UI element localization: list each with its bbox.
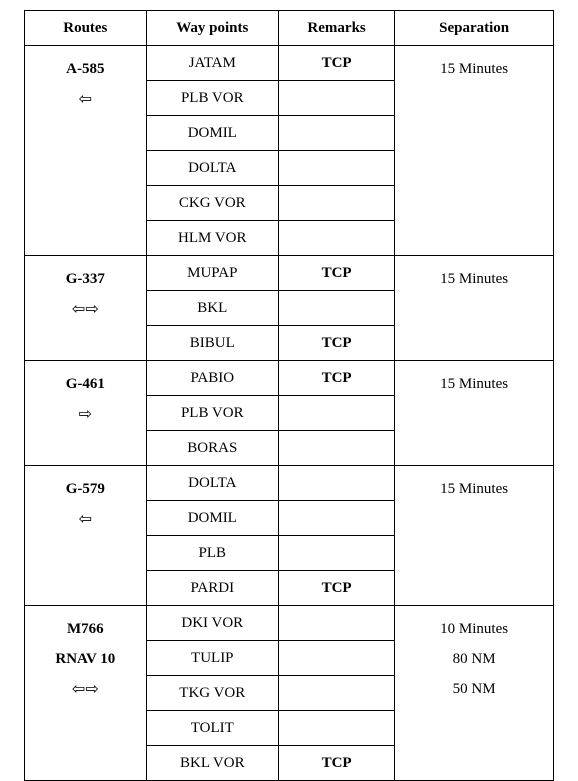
remarks-cell	[278, 501, 394, 536]
waypoint-cell: HLM VOR	[146, 221, 278, 256]
route-cell: A-585⇦	[25, 46, 147, 256]
route-name: RNAV 10	[29, 644, 142, 674]
remarks-cell: TCP	[278, 256, 394, 291]
remarks-cell	[278, 151, 394, 186]
remarks-cell	[278, 431, 394, 466]
waypoint-cell: BKL	[146, 291, 278, 326]
remarks-cell: TCP	[278, 326, 394, 361]
remarks-cell	[278, 396, 394, 431]
separation-line: 80 NM	[399, 644, 549, 674]
remarks-cell	[278, 536, 394, 571]
waypoint-cell: DKI VOR	[146, 606, 278, 641]
table-row: G-579⇦DOLTA 15 Minutes	[25, 466, 554, 501]
table-row: A-585⇦JATAMTCP15 Minutes	[25, 46, 554, 81]
header-separation: Separation	[395, 11, 554, 46]
remarks-cell	[278, 116, 394, 151]
remarks-cell	[278, 676, 394, 711]
route-name: A-585	[29, 54, 142, 84]
waypoint-cell: PLB VOR	[146, 81, 278, 116]
route-name: G-461	[29, 369, 142, 399]
route-name: G-337	[29, 264, 142, 294]
separation-cell: 15 Minutes	[395, 256, 554, 361]
waypoint-cell: BIBUL	[146, 326, 278, 361]
waypoint-cell: DOLTA	[146, 151, 278, 186]
remarks-cell	[278, 641, 394, 676]
header-routes: Routes	[25, 11, 147, 46]
route-name: M766	[29, 614, 142, 644]
separation-cell: 15 Minutes	[395, 466, 554, 606]
waypoint-cell: TKG VOR	[146, 676, 278, 711]
waypoint-cell: PLB VOR	[146, 396, 278, 431]
separation-line: 50 NM	[399, 674, 549, 704]
table-row: G-337⇦⇨MUPAPTCP15 Minutes	[25, 256, 554, 291]
waypoint-cell: PARDI	[146, 571, 278, 606]
waypoint-cell: JATAM	[146, 46, 278, 81]
header-row: Routes Way points Remarks Separation	[25, 11, 554, 46]
remarks-cell	[278, 186, 394, 221]
waypoint-cell: PLB	[146, 536, 278, 571]
route-direction: ⇦	[29, 504, 142, 536]
waypoint-cell: BKL VOR	[146, 746, 278, 781]
remarks-cell	[278, 606, 394, 641]
remarks-cell	[278, 291, 394, 326]
route-name: G-579	[29, 474, 142, 504]
route-direction: ⇨	[29, 399, 142, 431]
waypoint-cell: DOMIL	[146, 501, 278, 536]
remarks-cell	[278, 221, 394, 256]
route-cell: G-461⇨	[25, 361, 147, 466]
remarks-cell: TCP	[278, 361, 394, 396]
waypoint-cell: CKG VOR	[146, 186, 278, 221]
waypoint-cell: BORAS	[146, 431, 278, 466]
separation-line: 10 Minutes	[399, 614, 549, 644]
separation-cell: 10 Minutes80 NM50 NM	[395, 606, 554, 781]
route-direction: ⇦⇨	[29, 294, 142, 326]
remarks-cell: TCP	[278, 571, 394, 606]
header-remarks: Remarks	[278, 11, 394, 46]
header-waypoints: Way points	[146, 11, 278, 46]
remarks-cell: TCP	[278, 46, 394, 81]
table-row: G-461⇨PABIOTCP15 Minutes	[25, 361, 554, 396]
waypoint-cell: TULIP	[146, 641, 278, 676]
table-row: M766RNAV 10⇦⇨DKI VOR 10 Minutes80 NM50 N…	[25, 606, 554, 641]
waypoint-cell: DOLTA	[146, 466, 278, 501]
separation-cell: 15 Minutes	[395, 361, 554, 466]
waypoint-cell: MUPAP	[146, 256, 278, 291]
route-cell: G-579⇦	[25, 466, 147, 606]
waypoint-cell: PABIO	[146, 361, 278, 396]
routes-table: Routes Way points Remarks Separation A-5…	[24, 10, 554, 781]
separation-cell: 15 Minutes	[395, 46, 554, 256]
remarks-cell	[278, 466, 394, 501]
route-direction: ⇦	[29, 84, 142, 116]
remarks-cell	[278, 711, 394, 746]
remarks-cell	[278, 81, 394, 116]
route-direction: ⇦⇨	[29, 674, 142, 706]
route-cell: G-337⇦⇨	[25, 256, 147, 361]
waypoint-cell: DOMIL	[146, 116, 278, 151]
route-cell: M766RNAV 10⇦⇨	[25, 606, 147, 781]
remarks-cell: TCP	[278, 746, 394, 781]
waypoint-cell: TOLIT	[146, 711, 278, 746]
